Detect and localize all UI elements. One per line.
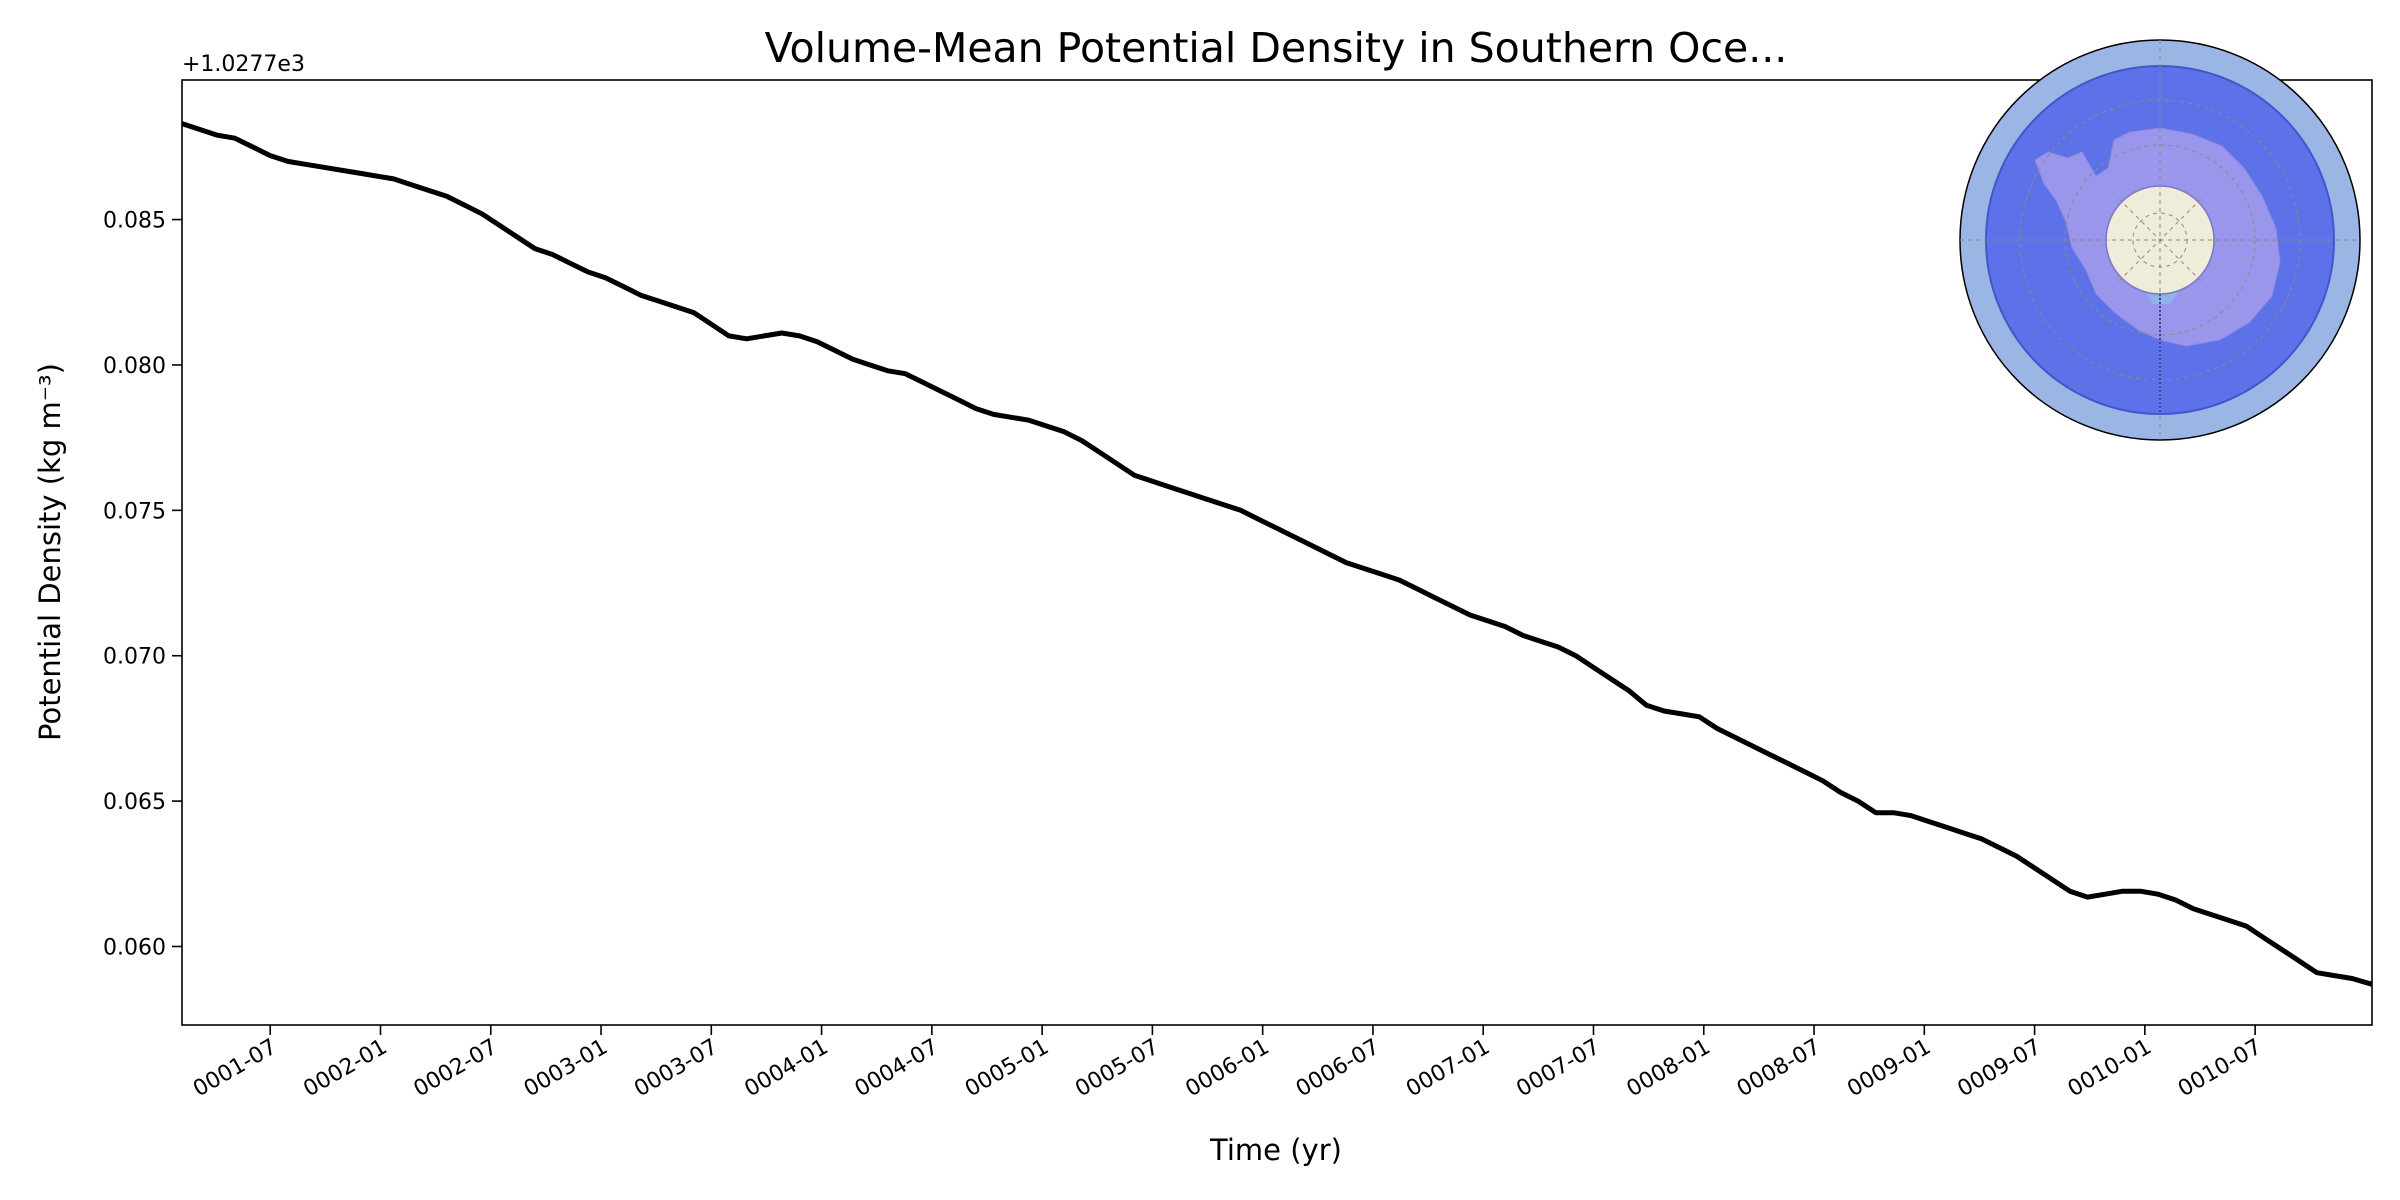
x-tick-label: 0007-07 [1512, 1035, 1604, 1103]
y-tick-label: 0.070 [103, 645, 166, 670]
x-tick-label: 0010-07 [2174, 1035, 2266, 1103]
plot-frame [181, 79, 2373, 1026]
x-tick-label: 0009-01 [1843, 1035, 1935, 1103]
x-tick-label: 0006-01 [1182, 1035, 1274, 1103]
x-tick-label: 0002-07 [410, 1035, 502, 1103]
x-tick-label: 0001-07 [189, 1035, 281, 1103]
x-tick-label: 0008-01 [1623, 1035, 1715, 1103]
y-tick-label: 0.075 [103, 499, 166, 524]
x-tick-label: 0004-01 [740, 1035, 832, 1103]
x-tick-label: 0003-01 [520, 1035, 612, 1103]
x-tick-label: 0005-07 [1071, 1035, 1163, 1103]
y-axis-ticks: 0.060 0.065 0.070 0.075 0.080 0.085 [103, 209, 182, 960]
graticule-circle [2132, 212, 2188, 268]
x-tick-label: 0007-01 [1402, 1035, 1494, 1103]
y-tick-label: 0.080 [103, 354, 166, 379]
x-tick-label: 0008-07 [1733, 1035, 1825, 1103]
x-tick-label: 0003-07 [630, 1035, 722, 1103]
y-axis-offset-label: +1.0277e3 [182, 52, 305, 77]
southern-ocean-inset-map [1959, 39, 2361, 441]
density-series-line [181, 121, 2373, 987]
x-tick-label: 0009-07 [1953, 1035, 2045, 1103]
chart-title: Volume-Mean Potential Density in Souther… [765, 24, 1788, 72]
y-tick-label: 0.085 [103, 209, 166, 234]
y-tick-label: 0.065 [103, 790, 166, 815]
x-axis-ticks: 0001-07 0002-01 0002-07 0003-01 0003-07 0004-… [189, 1025, 2266, 1102]
x-tick-label: 0004-07 [851, 1035, 943, 1103]
x-tick-label: 0010-01 [2064, 1035, 2156, 1103]
x-axis-label: Time (yr) [1209, 1133, 1342, 1167]
y-tick-label: 0.060 [103, 935, 166, 960]
y-axis-label: Potential Density (kg m⁻³) [33, 363, 67, 741]
graticule-circle [2064, 144, 2256, 336]
x-tick-label: 0002-01 [299, 1035, 391, 1103]
x-tick-label: 0006-07 [1292, 1035, 1384, 1103]
graticule-line [2118, 198, 2202, 282]
x-tick-label: 0005-01 [961, 1035, 1053, 1103]
